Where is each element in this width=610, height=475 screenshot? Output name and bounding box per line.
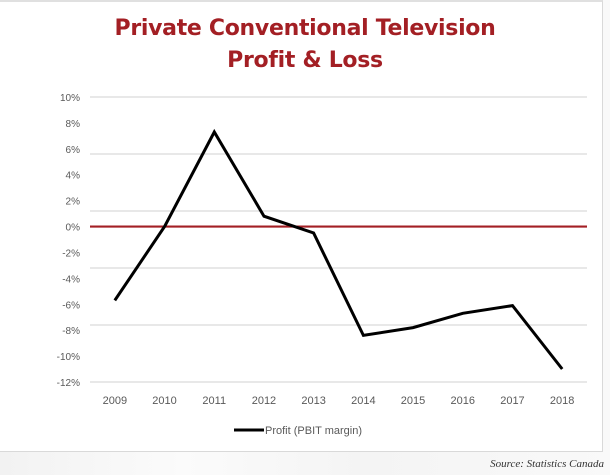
y-axis-labels: 10% 8% 6% 4% 2% 0% -2% -4% -6% -8% -10% -12% — [57, 93, 80, 389]
series-lines — [113, 128, 564, 370]
y-tick-label: 8% — [66, 119, 81, 130]
gridlines — [90, 96, 587, 383]
x-tick-label: 2011 — [202, 395, 226, 407]
x-tick-label: 2013 — [301, 395, 325, 407]
y-tick-label: -6% — [62, 300, 80, 311]
series-line-profit — [113, 128, 564, 370]
x-tick-label: 2014 — [351, 395, 375, 407]
y-tick-label: -8% — [62, 326, 80, 337]
x-tick-label: 2010 — [152, 395, 176, 407]
legend: Profit (PBIT margin) — [234, 425, 362, 437]
source-note: Source: Statistics Canada — [490, 458, 604, 470]
x-axis-labels: 2009 2010 2011 2012 2013 2014 2015 2016 2017 2018 — [103, 395, 575, 407]
x-tick-label: 2015 — [401, 395, 425, 407]
chart-subtitle: Profit & Loss — [227, 48, 383, 73]
y-tick-label: -4% — [62, 274, 80, 285]
y-tick-label: 2% — [66, 197, 81, 208]
line-chart: 10%8%6%4%2%0%-2%-4%-6%-8%-10%-12% 2009 20… — [57, 93, 587, 437]
y-tick-label: 10% — [60, 93, 80, 104]
legend-label: Profit (PBIT margin) — [265, 425, 362, 437]
x-tick-label: 2016 — [451, 395, 475, 407]
x-tick-label: 2012 — [252, 395, 276, 407]
y-tick-label: -2% — [62, 248, 80, 259]
x-tick-label: 2009 — [103, 395, 127, 407]
y-tick-label: 4% — [66, 171, 81, 182]
y-tick-label: -10% — [57, 352, 80, 363]
y-tick-label: 6% — [66, 145, 81, 156]
y-tick-label: 0% — [66, 223, 81, 234]
x-tick-label: 2018 — [550, 395, 574, 407]
x-tick-label: 2017 — [500, 395, 524, 407]
chart-title: Private Conventional Television — [114, 16, 496, 41]
y-tick-label: -12% — [57, 378, 80, 389]
